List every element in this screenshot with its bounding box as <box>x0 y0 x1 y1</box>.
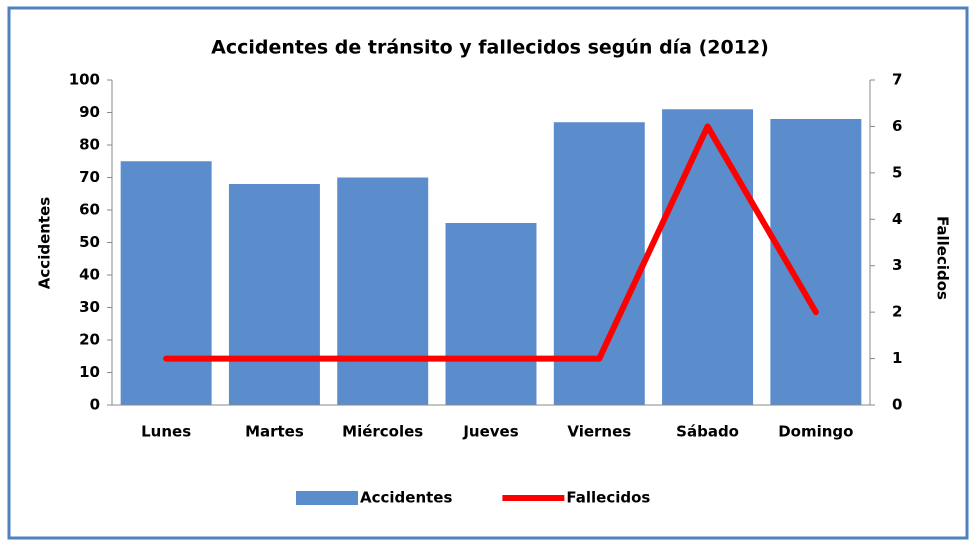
y2-tick-label: 7 <box>892 71 902 89</box>
x-tick-label: Sábado <box>676 423 739 441</box>
y-tick-label: 100 <box>69 71 100 89</box>
x-tick-label: Miércoles <box>342 423 423 441</box>
y2-tick-label: 2 <box>892 303 902 321</box>
bar <box>553 122 645 405</box>
bar <box>228 184 320 405</box>
legend-label: Accidentes <box>360 489 452 507</box>
y-tick-label: 80 <box>79 136 100 154</box>
x-tick-label: Domingo <box>778 423 853 441</box>
x-tick-label: Viernes <box>567 423 631 441</box>
y2-tick-label: 1 <box>892 349 902 367</box>
y-tick-label: 50 <box>79 233 100 251</box>
y2-axis-label: Fallecidos <box>934 216 952 300</box>
bar <box>662 109 754 405</box>
legend-swatch <box>296 491 358 505</box>
y-tick-label: 10 <box>79 363 100 381</box>
y-tick-label: 30 <box>79 298 100 316</box>
chart-title: Accidentes de tránsito y fallecidos segú… <box>211 37 769 59</box>
y2-tick-label: 6 <box>892 117 902 135</box>
y-tick-label: 0 <box>90 396 100 414</box>
y-tick-label: 20 <box>79 331 100 349</box>
y2-tick-label: 0 <box>892 396 902 414</box>
bar <box>120 161 212 405</box>
x-tick-label: Jueves <box>462 423 518 441</box>
x-tick-label: Martes <box>245 423 304 441</box>
bar <box>445 223 537 405</box>
legend-label: Fallecidos <box>566 489 650 507</box>
y-axis-label: Accidentes <box>36 197 54 289</box>
y-tick-label: 70 <box>79 168 100 186</box>
x-tick-label: Lunes <box>141 423 191 441</box>
y-tick-label: 40 <box>79 266 100 284</box>
y2-tick-label: 3 <box>892 256 902 274</box>
y2-tick-label: 4 <box>892 210 902 228</box>
bar <box>337 177 429 405</box>
line <box>163 123 819 362</box>
y-tick-label: 60 <box>79 201 100 219</box>
y2-tick-label: 5 <box>892 163 902 181</box>
y-tick-label: 90 <box>79 103 100 121</box>
